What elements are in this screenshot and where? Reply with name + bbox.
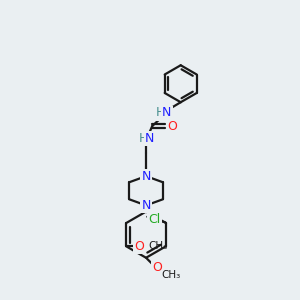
Text: CH₃: CH₃	[148, 241, 168, 251]
Text: N: N	[141, 199, 151, 212]
Text: H: H	[156, 106, 165, 119]
Text: N: N	[141, 169, 151, 183]
Text: Cl: Cl	[148, 213, 160, 226]
Text: O: O	[134, 240, 144, 253]
Text: O: O	[167, 120, 177, 133]
Text: CH₃: CH₃	[161, 270, 181, 280]
Text: H: H	[138, 132, 148, 145]
Text: N: N	[145, 132, 154, 145]
Text: N: N	[162, 106, 172, 119]
Text: O: O	[152, 261, 162, 274]
